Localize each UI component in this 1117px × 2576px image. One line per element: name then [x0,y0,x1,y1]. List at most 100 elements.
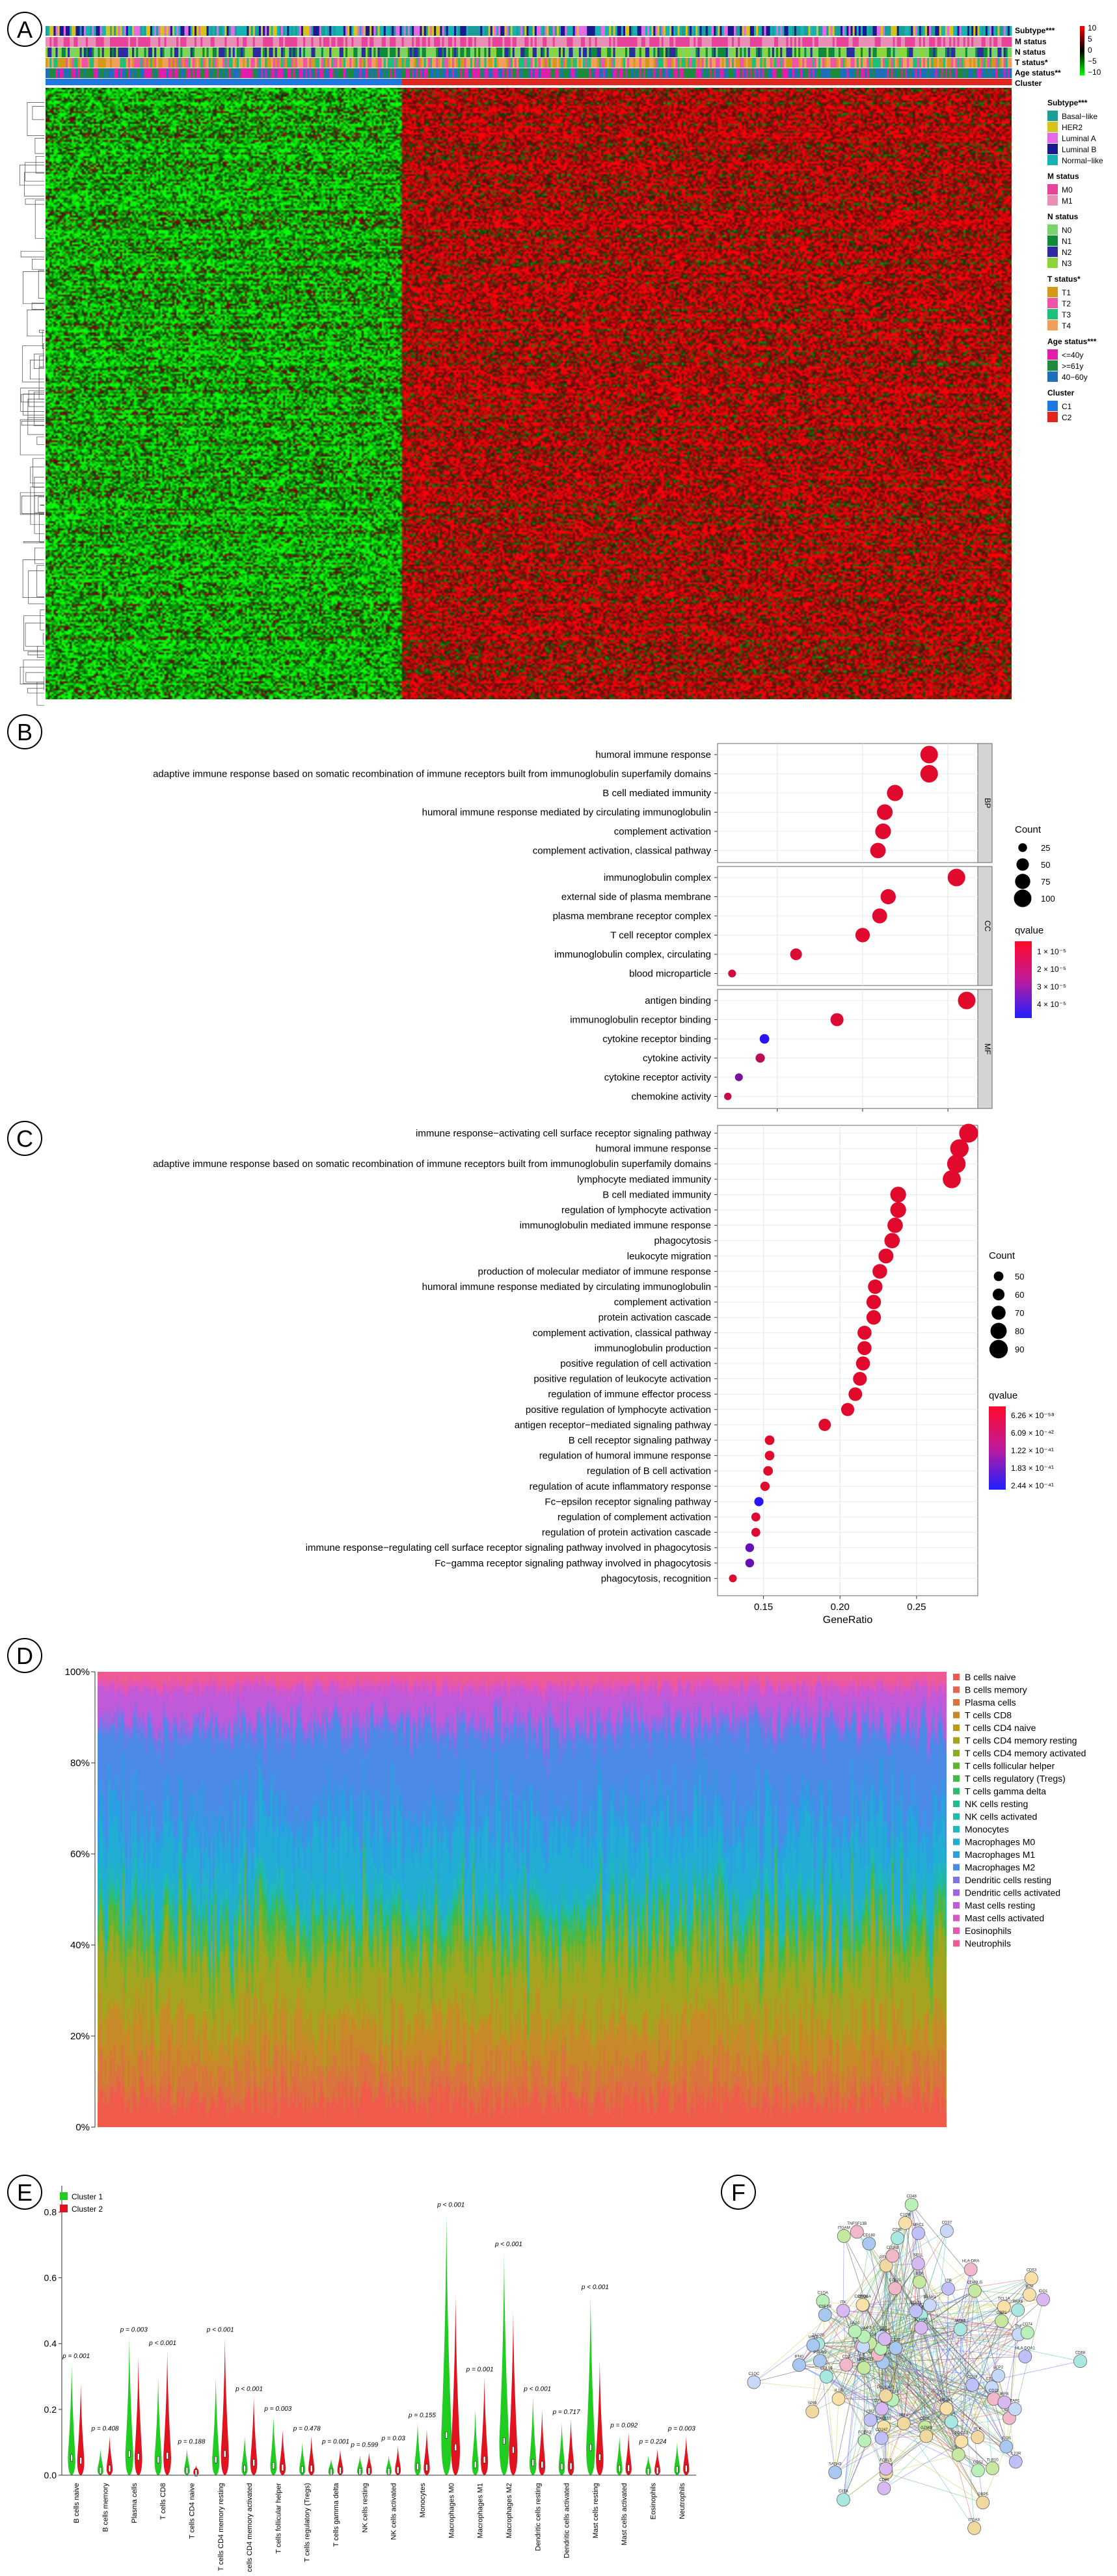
track-cell [132,26,134,36]
track-cell [625,79,627,85]
track-cell [98,58,100,68]
track-cell [506,68,508,78]
track-cell [895,37,897,47]
track-cell [633,47,635,57]
track-cell [80,47,82,57]
term-dot [856,1356,870,1371]
track-cell [1006,47,1008,57]
track-cell [84,47,86,57]
track-cell [881,79,883,85]
track-cell [299,47,301,57]
track-cell [881,58,883,68]
track-cell [867,37,868,47]
track-cell [360,68,362,78]
track-cell [690,37,692,47]
track-cell [638,26,639,36]
track-cell [965,58,967,68]
track-cell [575,47,577,57]
track-cell [923,79,925,85]
track-cell [982,58,984,68]
track-cell [690,79,692,85]
annotation-tracks [46,26,1012,85]
track-cell [593,68,595,78]
track-cell [667,37,669,47]
track-cell [629,68,631,78]
track-cell [136,26,138,36]
track-cell [406,58,408,68]
track-cell [416,79,418,85]
network-edge [843,2236,844,2311]
track-cell [182,26,184,36]
track-cell [462,58,464,68]
track-cell [925,37,927,47]
track-cell [215,26,217,36]
dendrogram-branch [37,682,44,705]
track-cell [213,26,215,36]
track-cell [907,37,909,47]
x-category-label: Macrophages M2 [505,2483,513,2538]
track-cell [865,26,867,36]
track-cell [150,58,152,68]
network-node-label: BTK [916,2272,924,2276]
track-cell [980,58,982,68]
track-cell [784,37,786,47]
track-cell [873,47,875,57]
track-cell [293,37,295,47]
track-cell [561,37,563,47]
track-cell [667,26,669,36]
track-cell [816,79,818,85]
track-cell [360,26,362,36]
track-cell [603,26,605,36]
track-cell [907,26,909,36]
track-cell [855,79,857,85]
legend-label: Dendritic cells activated [965,1888,1060,1898]
track-cell [736,47,738,57]
track-cell [730,58,732,68]
track-cell [345,79,347,85]
track-cell [744,58,746,68]
network-node-label: PDCD1 [955,2432,969,2435]
track-cell [677,68,679,78]
track-cell [714,79,716,85]
track-cell [295,79,297,85]
track-cell [754,58,756,68]
track-cell [336,47,338,57]
track-cell [943,58,945,68]
track-cell [875,68,877,78]
track-cell [168,68,170,78]
track-cell [635,26,637,36]
track-cell [287,37,289,47]
term-dot [870,843,886,859]
track-cell [744,79,746,85]
track-cell [569,68,571,78]
track-cell [518,37,520,47]
track-cell [204,68,206,78]
track-cell [184,79,186,85]
track-cell [822,37,824,47]
track-cell [607,79,609,85]
network-node [747,2376,760,2389]
track-cell [861,68,863,78]
track-cell [524,26,526,36]
track-cell [281,79,283,85]
p-value-label: p = 0.001 [466,2366,494,2373]
track-cell [392,26,394,36]
track-cell [130,68,132,78]
legend-title: T status* [1047,275,1081,284]
track-cell [951,26,953,36]
track-cell [792,47,794,57]
network-node [915,2321,928,2334]
track-cell [492,58,494,68]
track-cell [559,68,561,78]
track-cell [468,58,470,68]
track-cell [275,47,277,57]
track-cell [297,47,299,57]
network-node-label: TLR10 [987,2458,999,2462]
track-cell [60,68,62,78]
track-cell [724,47,726,57]
dendrogram-branch [20,165,44,185]
term-dot [867,1310,881,1324]
network-node [889,2282,902,2295]
track-cell [989,47,991,57]
track-cell [390,79,392,85]
